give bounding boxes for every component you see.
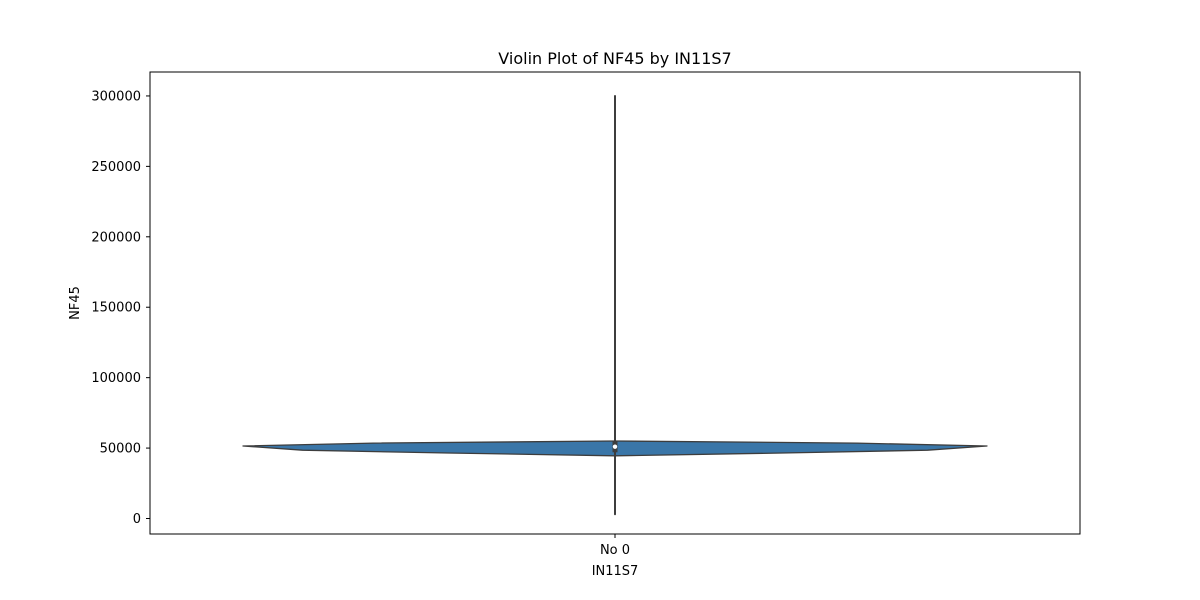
x-axis-ticks: No 0 xyxy=(600,534,630,558)
y-tick-label: 100000 xyxy=(91,371,141,386)
y-tick-label: 250000 xyxy=(91,160,141,175)
y-axis-ticks: 0 50000 100000 150000 200000 250000 300000 xyxy=(91,89,150,527)
x-tick-label: No 0 xyxy=(600,543,630,558)
y-tick-label: 50000 xyxy=(100,442,141,457)
x-axis-label: IN11S7 xyxy=(592,564,639,579)
y-tick-label: 200000 xyxy=(91,230,141,245)
y-axis-label: NF45 xyxy=(68,286,83,320)
chart-title: Violin Plot of NF45 by IN11S7 xyxy=(498,49,731,68)
y-tick-label: 300000 xyxy=(91,89,141,104)
plot-area xyxy=(242,94,988,516)
y-tick-label: 150000 xyxy=(91,301,141,316)
plot-frame xyxy=(149,71,1081,535)
violin-median-point xyxy=(612,444,618,449)
y-tick-label: 0 xyxy=(133,512,141,527)
